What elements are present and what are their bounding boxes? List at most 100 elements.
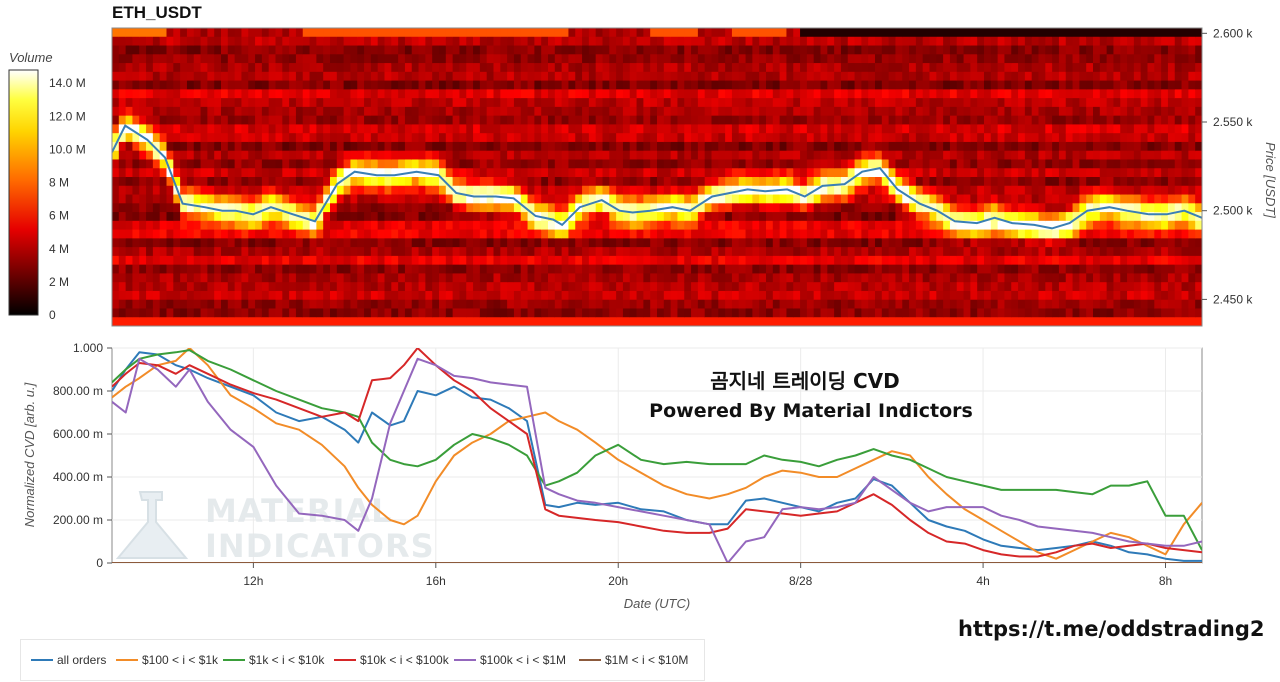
heatmap-cell — [548, 159, 556, 169]
heatmap-cell — [1018, 124, 1026, 134]
heatmap-cell — [357, 255, 365, 266]
heatmap-cell — [186, 71, 195, 82]
heatmap-cell — [275, 203, 283, 213]
heatmap-cell — [834, 185, 842, 196]
heatmap-cell — [881, 106, 890, 117]
heatmap-cell — [473, 308, 481, 318]
heatmap-cell — [588, 98, 597, 108]
heatmap-cell — [956, 45, 965, 55]
heatmap-cell — [364, 194, 372, 204]
heatmap-cell — [582, 141, 590, 152]
heatmap-cell — [1024, 317, 1033, 326]
heatmap-cell — [132, 45, 140, 55]
heatmap-cell — [902, 80, 910, 90]
heatmap-cell — [282, 45, 290, 55]
heatmap-cell — [186, 98, 195, 108]
heatmap-cell — [881, 168, 890, 178]
heatmap-cell — [1052, 203, 1060, 213]
heatmap-cell — [827, 247, 835, 257]
heatmap-cell — [350, 150, 358, 161]
heatmap-cell — [418, 212, 426, 222]
heatmap-cell — [745, 133, 753, 143]
heatmap-cell — [963, 141, 971, 152]
heatmap-cell — [568, 168, 576, 178]
heatmap-cell — [786, 203, 794, 213]
heatmap-cell — [234, 80, 243, 90]
heatmap-cell — [418, 80, 426, 90]
heatmap-cell — [112, 98, 120, 108]
heatmap-cell — [370, 247, 379, 257]
heatmap-cell — [1079, 80, 1087, 90]
heatmap-cell — [261, 299, 270, 310]
heatmap-cell — [268, 273, 277, 283]
heatmap-cell — [725, 89, 733, 99]
heatmap-cell — [691, 220, 699, 231]
heatmap-cell — [1024, 168, 1033, 178]
heatmap-cell — [684, 282, 692, 292]
heatmap-cell — [268, 185, 277, 196]
heatmap-cell — [616, 168, 624, 178]
heatmap-cell — [970, 133, 978, 143]
heatmap-cell — [779, 290, 788, 301]
heatmap-cell — [977, 28, 985, 38]
heatmap-cell — [731, 45, 740, 55]
heatmap-cell — [146, 185, 154, 196]
heatmap-cell — [118, 159, 127, 169]
heatmap-cell — [418, 63, 426, 73]
heatmap-cell — [800, 220, 808, 231]
heatmap-cell — [1099, 133, 1108, 143]
heatmap-cell — [772, 89, 781, 99]
heatmap-cell — [302, 212, 311, 222]
heatmap-cell — [1079, 45, 1087, 55]
heatmap-cell — [500, 150, 508, 161]
heatmap-cell — [493, 185, 501, 196]
heatmap-cell — [370, 255, 379, 266]
heatmap-cell — [588, 141, 597, 152]
heatmap-cell — [513, 80, 522, 90]
heatmap-cell — [166, 45, 174, 55]
heatmap-cell — [268, 238, 277, 248]
heatmap-cell — [261, 220, 270, 231]
heatmap-cell — [207, 141, 215, 152]
heatmap-cell — [650, 124, 658, 134]
heatmap-cell — [548, 106, 556, 117]
heatmap-cell — [152, 247, 161, 257]
heatmap-cell — [418, 255, 426, 266]
heatmap-cell — [132, 194, 140, 204]
heatmap-cell — [364, 80, 372, 90]
heatmap-cell — [759, 63, 767, 73]
heatmap-cell — [173, 54, 181, 64]
heatmap-cell — [629, 247, 638, 257]
heatmap-cell — [554, 299, 563, 310]
heatmap-cell — [146, 299, 154, 310]
heatmap-cell — [493, 63, 501, 73]
heatmap-cell — [248, 299, 256, 310]
heatmap-cell — [854, 264, 862, 275]
heatmap-cell — [159, 80, 168, 90]
heatmap-cell — [854, 203, 862, 213]
heatmap-cell — [289, 54, 297, 64]
heatmap-cell — [132, 98, 140, 108]
heatmap-cell — [929, 290, 937, 301]
heatmap-cell — [657, 273, 665, 283]
heatmap-cell — [152, 159, 161, 169]
heatmap-cell — [970, 273, 978, 283]
heatmap-cell — [411, 203, 420, 213]
heatmap-cell — [936, 185, 944, 196]
heatmap-cell — [398, 115, 406, 126]
heatmap-cell — [779, 168, 788, 178]
heatmap-cell — [738, 141, 747, 152]
heatmap-cell — [915, 45, 924, 55]
heatmap-cell — [466, 124, 474, 134]
heatmap-cell — [650, 89, 658, 99]
heatmap-cell — [343, 168, 352, 178]
heatmap-cell — [343, 282, 352, 292]
heatmap-cell — [391, 54, 399, 64]
heatmap-cell — [146, 229, 154, 239]
heatmap-cell — [650, 115, 658, 126]
heatmap-cell — [432, 203, 440, 213]
heatmap-cell — [234, 98, 243, 108]
heatmap-cell — [268, 45, 277, 55]
heatmap-cell — [1106, 63, 1115, 73]
heatmap-cell — [118, 299, 127, 310]
